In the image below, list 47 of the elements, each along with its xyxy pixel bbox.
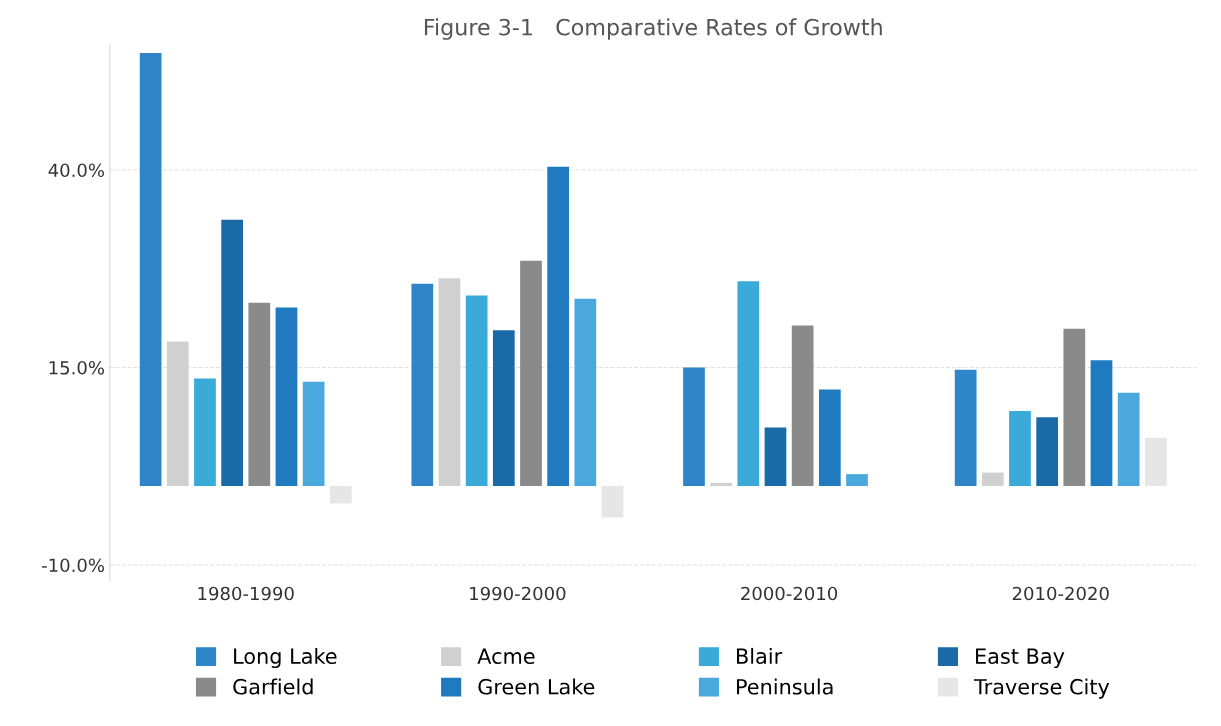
bar [601,485,624,518]
x-tick-label: 1990-2000 [470,586,566,601]
bar [465,295,488,486]
bar [1090,360,1113,486]
bar [275,307,298,486]
bar [329,485,352,504]
bar [1009,410,1031,486]
y-tick-label: 15.0% [49,360,105,375]
bar [139,53,162,486]
bar [492,330,515,486]
bar [438,278,461,486]
bar [737,281,760,486]
legend-label: Garfield [233,678,313,695]
bar [1144,437,1167,486]
bar [520,260,542,486]
bar [846,474,868,486]
bar [818,389,841,486]
bar [574,298,597,486]
chart-title: Figure 3-1 Comparative Rates of Growth [424,18,882,40]
bar [302,381,325,486]
legend-label: Blair [737,647,783,665]
bar [764,427,787,486]
x-tick-label: 1980-1990 [198,586,294,601]
bar [1117,392,1140,486]
bar [248,302,271,486]
legend-label: East Bay [976,648,1065,669]
y-tick-label: -10.0% [42,558,105,573]
x-tick-label: 2010-2020 [1012,586,1109,601]
bar [683,367,705,486]
legend-label: Green Lake [478,678,595,695]
y-tick-label: 40.0% [48,163,105,178]
bar [221,219,244,486]
legend-label: Long Lake [234,647,337,669]
bar [1063,328,1086,486]
bar [981,472,1004,486]
bar [791,325,814,486]
bar [166,341,189,486]
legend-label: Traverse City [973,678,1110,699]
bar [194,378,216,486]
bar [411,283,434,486]
bar [547,166,570,486]
legend-label: Peninsula [737,678,833,695]
x-tick-label: 2000-2010 [741,586,838,601]
legend-label: Acme [477,648,535,665]
bar [954,369,977,486]
bar [710,482,733,486]
bar [1036,417,1059,486]
